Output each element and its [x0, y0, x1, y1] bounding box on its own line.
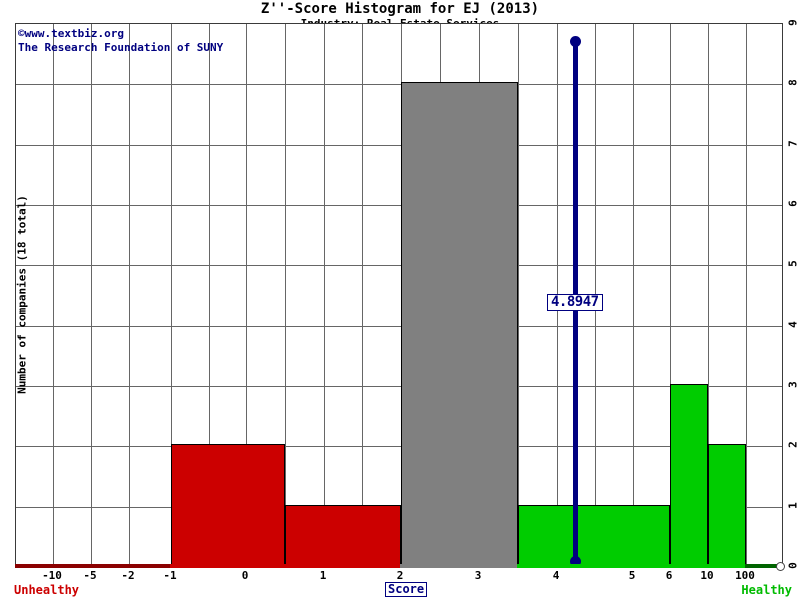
- horizontal-gridline: [16, 446, 782, 448]
- vertical-gridline: [53, 24, 54, 565]
- vertical-gridline: [324, 24, 325, 565]
- horizontal-gridline: [16, 386, 782, 387]
- y-tick-label: 5: [786, 260, 800, 268]
- x-tick-label: 6: [665, 569, 673, 582]
- histogram-bar: [708, 444, 746, 565]
- x-tick-label: -1: [163, 569, 177, 582]
- score-marker-dot: [570, 556, 581, 567]
- vertical-gridline: [670, 24, 671, 565]
- y-tick-label: 7: [786, 139, 800, 147]
- credit-line-1: ©www.textbiz.org: [18, 27, 124, 40]
- axis-health-strip: [170, 564, 400, 568]
- histogram-bar: [171, 444, 285, 565]
- x-tick-label: 5: [628, 569, 636, 582]
- y-tick-label: 0: [786, 562, 800, 569]
- x-tick-label: 3: [474, 569, 482, 582]
- axis-health-strip: [15, 564, 170, 568]
- plot-area: 4.8947: [15, 23, 783, 567]
- x-tick-label: -5: [83, 569, 97, 582]
- score-marker-dot: [570, 36, 581, 47]
- score-marker-label: 4.8947: [547, 294, 603, 311]
- histogram-bar: [401, 82, 518, 565]
- x-axis-title: Score: [385, 582, 428, 597]
- vertical-gridline: [209, 24, 210, 565]
- x-tick-label: 4: [552, 569, 560, 582]
- x-tick-label: 100: [735, 569, 755, 582]
- axis-health-strip: [517, 564, 745, 568]
- y-tick-label: 9: [786, 19, 800, 26]
- vertical-gridline: [518, 24, 519, 565]
- vertical-gridline: [708, 24, 709, 565]
- x-tick-label: 0: [241, 569, 249, 582]
- y-tick-label: 3: [786, 381, 800, 388]
- page-title: Z''-Score Histogram for EJ (2013): [260, 1, 540, 17]
- axis-end-marker-icon: [776, 562, 785, 571]
- y-tick-label: 2: [786, 441, 800, 449]
- vertical-gridline: [171, 24, 172, 565]
- vertical-gridline: [746, 24, 747, 565]
- y-tick-label: 6: [786, 200, 800, 207]
- x-tick-label: 1: [319, 569, 327, 582]
- axis-health-strip: [400, 564, 517, 568]
- unhealthy-legend-label: Unhealthy: [14, 583, 80, 597]
- x-tick-label: -10: [42, 569, 62, 582]
- histogram-bar: [670, 384, 708, 565]
- histogram-bar: [285, 504, 401, 565]
- credit-text: ©www.textbiz.org The Research Foundation…: [18, 27, 223, 55]
- horizontal-gridline: [16, 325, 782, 327]
- x-tick-label: 2: [396, 569, 404, 582]
- vertical-gridline: [285, 24, 286, 565]
- horizontal-gridline: [16, 144, 782, 146]
- axis-health-strip: [745, 564, 783, 568]
- x-tick-label: 10: [700, 569, 714, 582]
- y-axis-title: Number of companies (18 total): [15, 195, 29, 394]
- y-tick-label: 1: [786, 501, 800, 509]
- horizontal-gridline: [16, 84, 782, 86]
- x-tick-label: -2: [121, 569, 135, 582]
- y-tick-label: 4: [786, 320, 800, 328]
- vertical-gridline: [633, 24, 634, 565]
- vertical-gridline: [362, 24, 363, 565]
- horizontal-gridline: [16, 205, 782, 206]
- vertical-gridline: [246, 24, 247, 565]
- healthy-legend-label: Healthy: [741, 583, 792, 597]
- credit-line-2: The Research Foundation of SUNY: [18, 41, 224, 54]
- vertical-gridline: [91, 24, 92, 565]
- y-tick-label: 8: [786, 79, 800, 87]
- vertical-gridline: [129, 24, 130, 565]
- horizontal-gridline: [16, 265, 782, 267]
- histogram-bar: [518, 504, 670, 565]
